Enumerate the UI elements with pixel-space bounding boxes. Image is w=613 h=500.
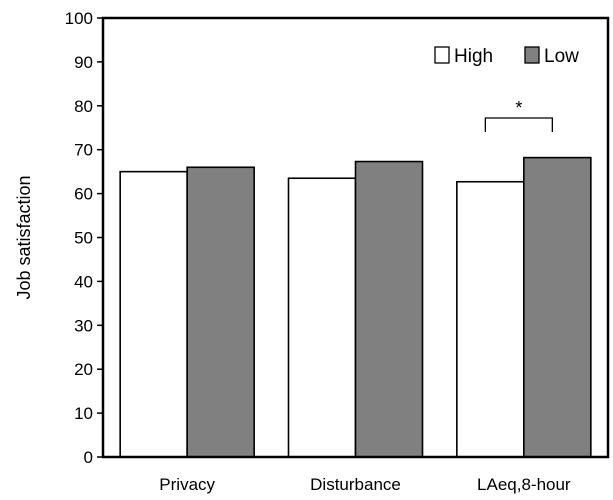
significance-bracket: [484, 117, 553, 132]
bar-high-3: [456, 180, 525, 458]
bar-low-3: [523, 156, 592, 458]
y-tick-label: 0: [84, 448, 93, 467]
y-tick-label: 100: [65, 9, 93, 28]
y-tick-label: 90: [74, 53, 93, 72]
y-tick-label: 60: [74, 185, 93, 204]
plot-frame: [101, 16, 610, 459]
legend-label-high: High: [454, 46, 493, 67]
y-tick-label: 20: [74, 360, 93, 379]
bar-low-1: [186, 166, 255, 458]
x-category-label: Disturbance: [310, 475, 401, 494]
y-tick-label: 10: [74, 404, 93, 423]
y-axis-title: Job satisfaction: [14, 175, 34, 299]
legend-label-low: Low: [544, 46, 579, 67]
bar-high-1: [119, 170, 188, 458]
x-category-label: Privacy: [159, 475, 215, 494]
y-tick-label: 70: [74, 141, 93, 160]
significance-star: *: [515, 98, 522, 118]
x-category-label: LAeq,8-hour: [477, 475, 571, 494]
legend-swatch-high: [434, 46, 450, 64]
y-axis-ticks: 0 10 20 30 40 50 60 70 80 90 100: [65, 9, 103, 467]
legend-swatch-low: [524, 46, 540, 64]
bar-low-2: [354, 160, 424, 458]
legend: High Low: [434, 46, 579, 67]
y-tick-label: 50: [74, 229, 93, 248]
y-tick-label: 80: [74, 97, 93, 116]
x-axis-labels: Privacy Disturbance LAeq,8-hour: [159, 475, 571, 494]
annotations: *: [484, 98, 553, 132]
y-tick-label: 30: [74, 316, 93, 335]
bars: [119, 156, 592, 458]
y-tick-label: 40: [74, 272, 93, 291]
bar-high-2: [287, 177, 357, 458]
